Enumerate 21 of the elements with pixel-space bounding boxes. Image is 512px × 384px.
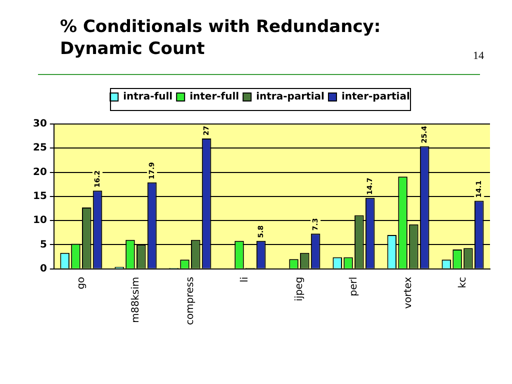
y-tick-label: 0 — [40, 263, 47, 274]
legend-label: inter-partial — [341, 92, 410, 103]
legend-label: inter-full — [190, 92, 240, 103]
legend-label: intra-full — [123, 92, 173, 103]
y-tick-label: 5 — [40, 239, 47, 250]
legend-label: intra-partial — [256, 92, 324, 103]
y-tick-label: 30 — [32, 118, 47, 130]
y-tick-label: 10 — [32, 215, 47, 226]
x-tick-label: kc — [457, 276, 468, 288]
x-tick-label: ijpeg — [294, 276, 305, 302]
y-tick-label: 25 — [32, 142, 47, 154]
y-tick-label: 15 — [32, 191, 47, 202]
x-tick-label: li — [239, 276, 250, 282]
text: 14 — [473, 50, 484, 62]
x-tick-label: perl — [348, 276, 360, 296]
x-tick-label: vortex — [402, 276, 414, 309]
y-tick-label: 20 — [32, 166, 47, 178]
chart-title: % Conditionals with Redundancy: Dynamic Count — [60, 16, 381, 60]
x-tick-label: compress — [184, 276, 196, 326]
x-tick-label: go — [76, 276, 87, 290]
x-tick-label: m88ksim — [130, 276, 142, 323]
